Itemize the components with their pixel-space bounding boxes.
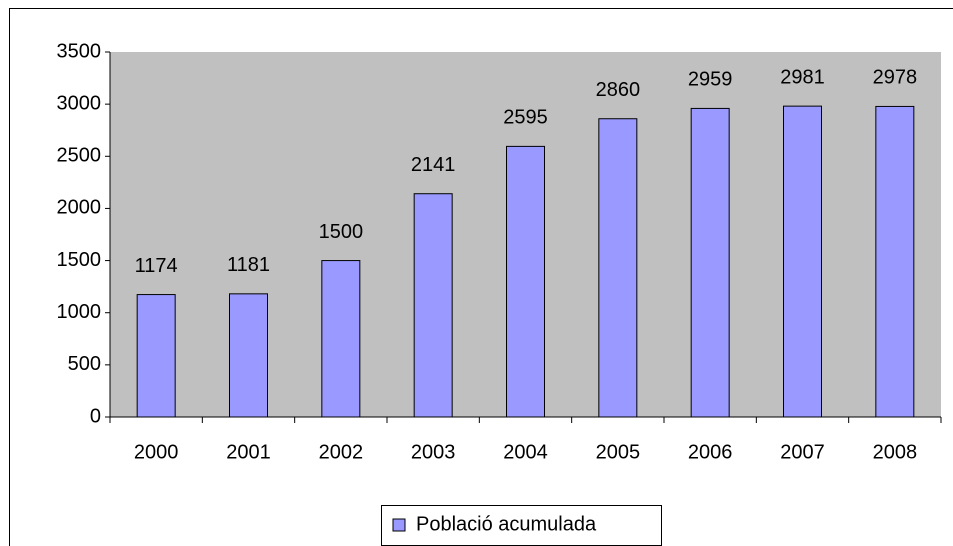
- y-tick-label: 0: [90, 405, 101, 427]
- legend-box: [381, 505, 662, 546]
- x-tick-label: 2008: [873, 441, 918, 463]
- y-tick-label: 1500: [57, 249, 102, 271]
- bar: [783, 105, 822, 418]
- bar: [413, 193, 453, 418]
- bar: [875, 105, 915, 418]
- data-label: 2978: [873, 67, 918, 89]
- data-label: 2141: [411, 154, 456, 176]
- bar: [321, 260, 361, 418]
- y-tick-label: 1000: [57, 301, 102, 323]
- bar: [506, 145, 545, 418]
- data-label: 1500: [319, 221, 364, 243]
- data-label: 2595: [503, 107, 548, 129]
- x-tick-label: 2006: [688, 441, 733, 463]
- data-label: 2981: [780, 66, 825, 88]
- bar: [690, 107, 730, 418]
- x-tick-label: 2007: [780, 441, 825, 463]
- x-tick-label: 2005: [596, 441, 641, 463]
- y-tick-label: 3000: [57, 92, 102, 114]
- bar: [598, 118, 638, 418]
- data-label: 2959: [688, 69, 733, 91]
- x-tick-label: 2002: [319, 441, 364, 463]
- x-tick-label: 2001: [226, 441, 271, 463]
- data-label: 1174: [135, 255, 178, 277]
- y-tick-label: 2000: [57, 197, 102, 219]
- x-tick-label: 2003: [411, 441, 456, 463]
- bar: [136, 294, 176, 418]
- data-label: 1181: [227, 254, 270, 276]
- y-tick-label: 500: [68, 353, 101, 375]
- legend-label: Població acumulada: [416, 513, 597, 535]
- x-tick-label: 2000: [134, 441, 179, 463]
- y-tick-label: 2500: [57, 145, 102, 167]
- bar: [229, 293, 268, 418]
- data-label: 2860: [596, 79, 641, 101]
- x-tick-label: 2004: [503, 441, 548, 463]
- legend-swatch: [392, 518, 406, 532]
- y-tick-label: 3500: [57, 40, 102, 62]
